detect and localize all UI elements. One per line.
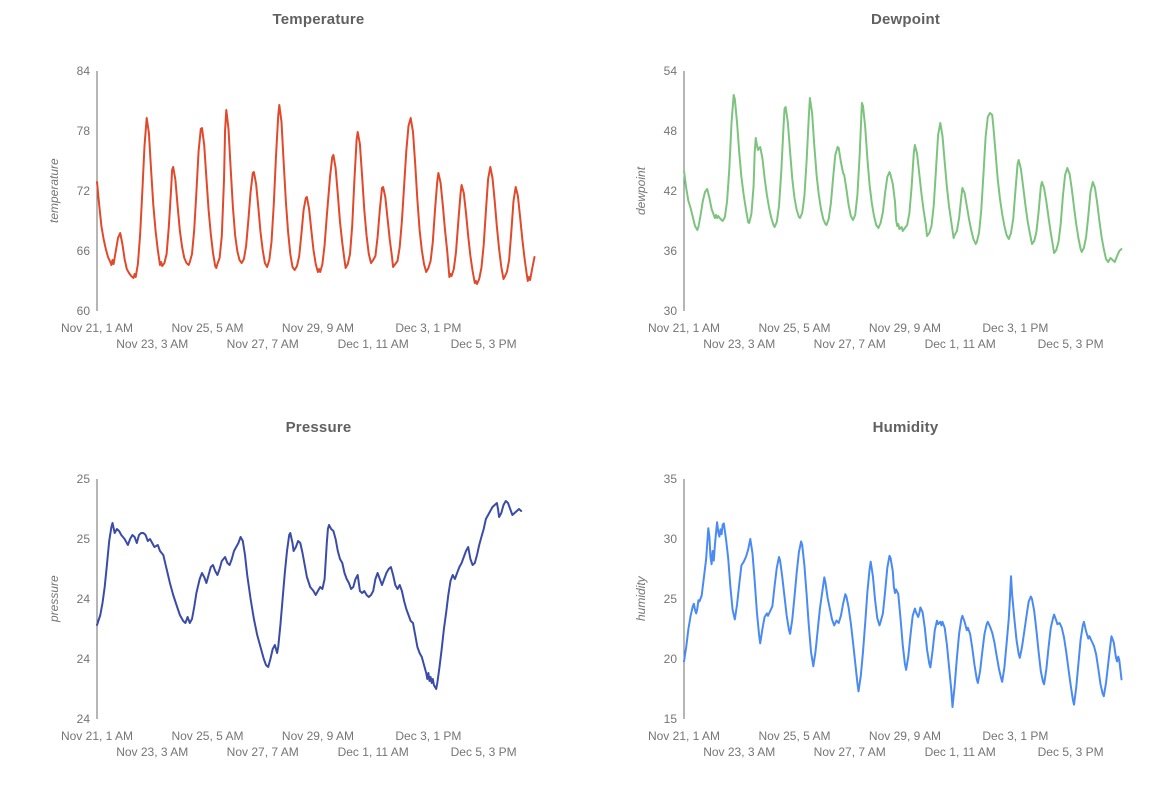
- pressure-chart-panel: Pressure pressure 24 24 24 25 25 Nov 21, 1 AM…: [0, 392, 587, 785]
- x-tick-label: Nov 25, 5 AM: [758, 321, 830, 335]
- x-tick-label: Dec 5, 3 PM: [1038, 337, 1104, 351]
- chart-title-humidity: Humidity: [872, 419, 939, 436]
- y-tick-label: 25: [77, 472, 91, 486]
- y-tick-label: 48: [664, 124, 678, 138]
- y-tick-label: 25: [664, 592, 678, 606]
- x-tick-label: Dec 5, 3 PM: [1038, 745, 1104, 759]
- y-tick-label: 42: [664, 184, 678, 198]
- dewpoint-chart-panel: Dewpoint dewpoint 30 36 42 48 54 Nov 21, 1 AM…: [587, 0, 1175, 392]
- y-tick-label: 84: [77, 64, 91, 78]
- x-tick-label: Nov 21, 1 AM: [648, 729, 720, 743]
- y-tick-label: 60: [77, 304, 91, 318]
- dewpoint-plot: 30 36 42 48 54 Nov 21, 1 AM Nov 23, 3 AM Nov 25…: [648, 64, 1123, 351]
- x-tick-label: Dec 1, 11 AM: [338, 337, 409, 351]
- humidity-chart-panel: Humidity humidity 15 20 25 30 35 Nov 21, 1 AM…: [587, 392, 1175, 785]
- chart-title-temperature: Temperature: [272, 11, 365, 28]
- y-tick-label: 66: [77, 244, 91, 258]
- y-tick-label: 24: [77, 592, 91, 606]
- y-tick-label: 24: [77, 652, 91, 666]
- y-tick-label: 30: [664, 532, 678, 546]
- x-tick-label: Dec 5, 3 PM: [451, 337, 517, 351]
- x-tick-label: Nov 29, 9 AM: [869, 321, 941, 335]
- dewpoint-series-line: [683, 94, 1123, 263]
- x-tick-label: Dec 3, 1 PM: [395, 321, 461, 335]
- humidity-plot: 15 20 25 30 35 Nov 21, 1 AM Nov 23, 3 AM Nov 25…: [648, 472, 1123, 759]
- x-tick-label: Nov 27, 7 AM: [814, 337, 886, 351]
- y-tick-label: 30: [664, 304, 678, 318]
- y-tick-label: 24: [77, 712, 91, 726]
- x-tick-label: Dec 5, 3 PM: [451, 745, 517, 759]
- pressure-plot: 24 24 24 25 25 Nov 21, 1 AM Nov 23, 3 AM Nov 25…: [61, 472, 523, 759]
- x-tick-label: Dec 3, 1 PM: [395, 729, 461, 743]
- y-tick-label: 35: [664, 472, 678, 486]
- x-tick-label: Dec 3, 1 PM: [982, 321, 1048, 335]
- x-tick-label: Dec 1, 11 AM: [925, 745, 996, 759]
- x-tick-label: Nov 23, 3 AM: [116, 745, 188, 759]
- temperature-chart-panel: Temperature temperature 60 66 72 78 84 Nov 21…: [0, 0, 587, 392]
- x-tick-label: Nov 21, 1 AM: [61, 321, 133, 335]
- x-tick-label: Nov 27, 7 AM: [814, 745, 886, 759]
- x-tick-label: Nov 25, 5 AM: [758, 729, 830, 743]
- humidity-series-line: [683, 521, 1123, 708]
- chart-title-pressure: Pressure: [285, 419, 352, 436]
- y-tick-label: 20: [664, 652, 678, 666]
- x-tick-label: Nov 29, 9 AM: [282, 729, 354, 743]
- y-tick-label: 15: [664, 712, 678, 726]
- x-tick-label: Nov 23, 3 AM: [116, 337, 188, 351]
- x-tick-label: Nov 21, 1 AM: [61, 729, 133, 743]
- x-tick-label: Nov 29, 9 AM: [282, 321, 354, 335]
- y-tick-label: 25: [77, 532, 91, 546]
- y-tick-label: 36: [664, 244, 678, 258]
- x-tick-label: Nov 25, 5 AM: [171, 729, 243, 743]
- x-tick-label: Nov 23, 3 AM: [703, 745, 775, 759]
- x-tick-label: Nov 25, 5 AM: [171, 321, 243, 335]
- y-tick-label: 54: [664, 64, 678, 78]
- chart-title-dewpoint: Dewpoint: [870, 11, 941, 28]
- x-tick-label: Nov 23, 3 AM: [703, 337, 775, 351]
- temperature-plot: 60 66 72 78 84 Nov 21, 1 AM Nov 23, 3 AM Nov 25…: [61, 64, 536, 351]
- y-tick-label: 72: [77, 184, 91, 198]
- x-tick-label: Dec 3, 1 PM: [982, 729, 1048, 743]
- x-tick-label: Dec 1, 11 AM: [925, 337, 996, 351]
- pressure-series-line: [96, 500, 523, 690]
- x-tick-label: Nov 27, 7 AM: [227, 745, 299, 759]
- x-tick-label: Nov 29, 9 AM: [869, 729, 941, 743]
- x-tick-label: Nov 27, 7 AM: [227, 337, 299, 351]
- temperature-series-line: [96, 104, 536, 285]
- x-tick-label: Dec 1, 11 AM: [338, 745, 409, 759]
- y-tick-label: 78: [77, 124, 91, 138]
- x-tick-label: Nov 21, 1 AM: [648, 321, 720, 335]
